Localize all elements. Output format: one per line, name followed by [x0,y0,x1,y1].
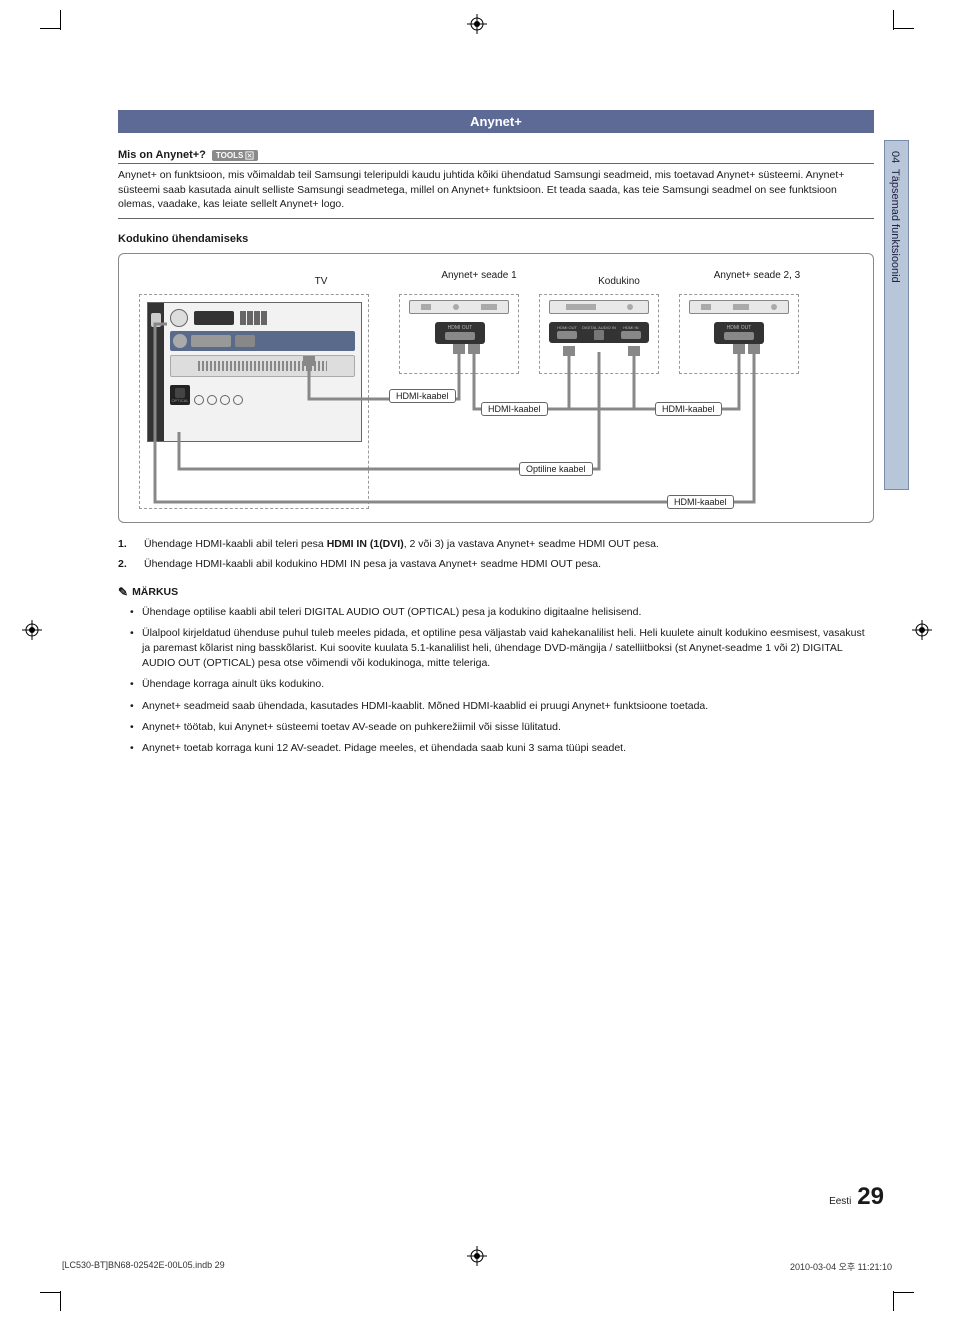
crop-mark [894,1292,914,1293]
note-heading: ✎ MÄRKUS [118,585,874,599]
page-number: Eesti 29 [829,1183,884,1211]
intro-paragraph: Anynet+ on funktsioon, mis võimaldab tei… [118,168,874,219]
cable-label-hdmi-4: HDMI-kaabel [667,495,734,509]
crop-mark [40,28,60,29]
crop-mark [40,1292,60,1293]
crop-mark [893,10,894,30]
cable-paths [119,254,873,522]
bullet-2: Ülalpool kirjeldatud ühenduse puhul tule… [142,626,874,672]
crop-mark [60,1291,61,1311]
note-bullets: Ühendage optilise kaabli abil teleri DIG… [142,605,874,757]
note-icon: ✎ [118,585,128,599]
registration-mark-icon [912,620,932,640]
print-footer: [LC530-BT]BN68-02542E-00L05.indb 29 2010… [62,1260,892,1273]
sub-heading-text: Mis on Anynet+? [118,149,206,161]
document-page: 04 Täpsemad funktsioonid Anynet+ Mis on … [70,110,884,1211]
cable-label-optical: Optiline kaabel [519,462,593,476]
bullet-1: Ühendage optilise kaabli abil teleri DIG… [142,605,874,620]
section-header: Anynet+ [118,110,874,133]
cable-label-hdmi-3: HDMI-kaabel [655,402,722,416]
connection-steps: 1. Ühendage HDMI-kaabli abil teleri pesa… [118,537,874,573]
tools-badge: TOOLS [212,150,258,161]
bullet-5: Anynet+ töötab, kui Anynet+ süsteemi toe… [142,720,874,735]
crop-mark [894,28,914,29]
tools-icon [245,151,254,160]
crop-mark [893,1291,894,1311]
step-2: 2. Ühendage HDMI-kaabli abil kodukino HD… [144,557,874,573]
cable-label-hdmi-2: HDMI-kaabel [481,402,548,416]
bullet-4: Anynet+ seadmeid saab ühendada, kasutade… [142,699,874,714]
cable-label-hdmi-1: HDMI-kaabel [389,389,456,403]
footer-filename: [LC530-BT]BN68-02542E-00L05.indb 29 [62,1260,225,1273]
sub-heading-what-is: Mis on Anynet+? TOOLS [118,149,874,164]
registration-mark-icon [22,620,42,640]
side-tab: 04 Täpsemad funktsioonid [884,140,909,490]
connection-diagram: TV Anynet+ seade 1 Kodukino Anynet+ sead… [118,253,874,523]
sub-heading-connect: Kodukino ühendamiseks [118,233,874,245]
registration-mark-icon [467,14,487,34]
step-1: 1. Ühendage HDMI-kaabli abil teleri pesa… [144,537,874,553]
footer-timestamp: 2010-03-04 오후 11:21:10 [790,1260,892,1273]
crop-mark [60,10,61,30]
side-tab-text: 04 Täpsemad funktsioonid [885,141,905,489]
bullet-6: Anynet+ toetab korraga kuni 12 AV-seadet… [142,741,874,756]
bullet-3: Ühendage korraga ainult üks kodukino. [142,677,874,692]
